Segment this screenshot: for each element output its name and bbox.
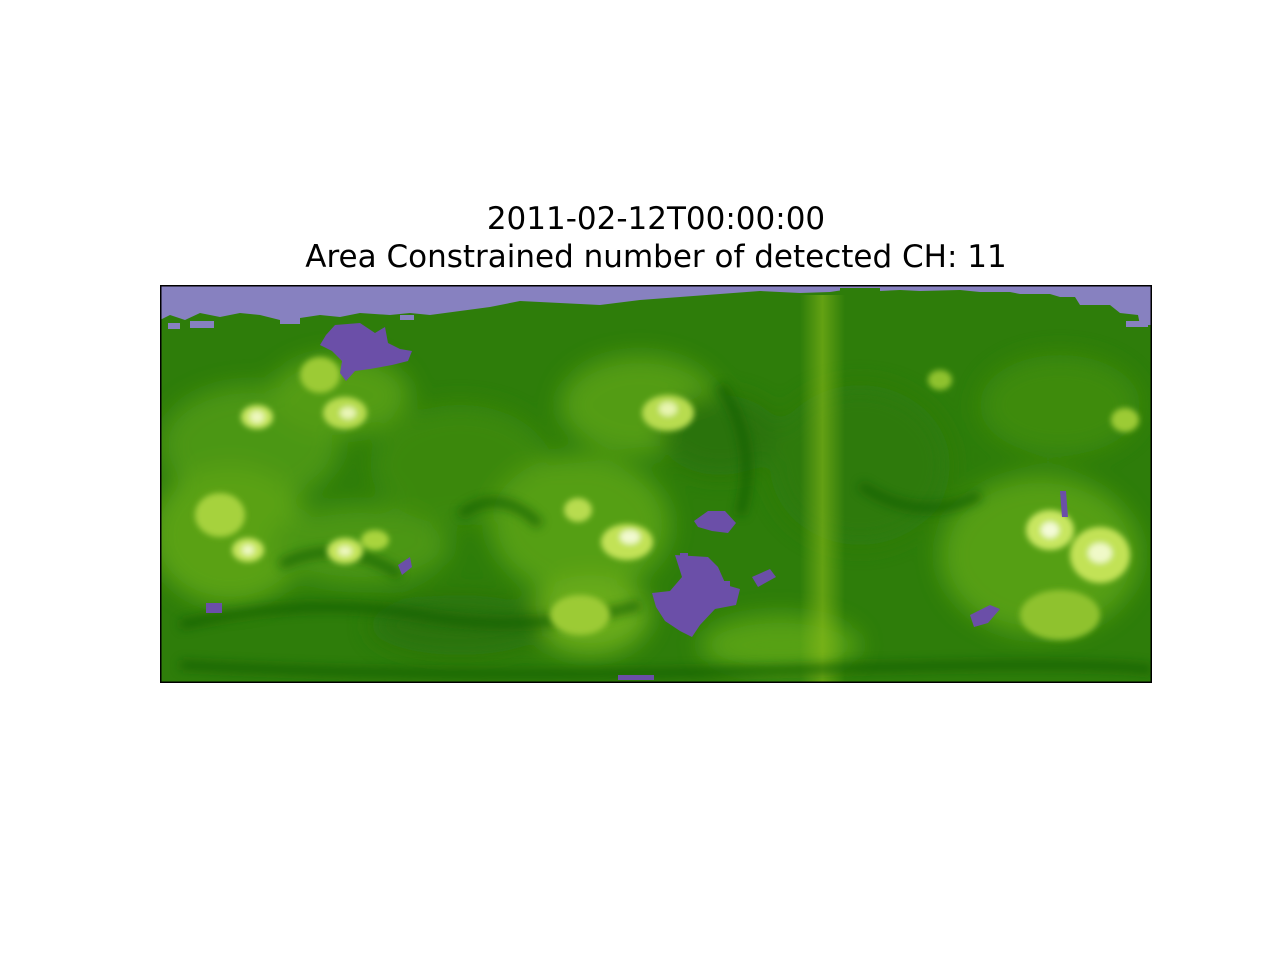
coronal-hole	[320, 323, 412, 381]
bright-active-regions	[195, 357, 1139, 640]
coronal-hole	[970, 605, 1000, 627]
coronal-hole	[694, 511, 736, 533]
coronal-hole	[752, 569, 776, 587]
axes-frame	[160, 285, 1152, 683]
title-subtitle: Area Constrained number of detected CH: …	[305, 239, 1007, 275]
coronal-hole	[720, 581, 730, 589]
coronal-hole	[1060, 491, 1068, 517]
coronal-hole	[618, 675, 654, 680]
coronal-hole	[398, 557, 412, 575]
vertical-streak	[800, 295, 845, 683]
coronal-hole	[206, 603, 222, 613]
figure-title: 2011-02-12T00:00:00 Area Constrained num…	[0, 200, 1280, 276]
polar-coronal-hole	[160, 285, 1152, 325]
polar-hole-fragments	[168, 288, 1148, 329]
title-date: 2011-02-12T00:00:00	[486, 201, 826, 237]
synoptic-map-panel	[160, 285, 1152, 683]
detected-coronal-holes	[206, 323, 1068, 680]
coronal-hole	[680, 553, 688, 559]
synoptic-map	[160, 285, 1152, 683]
coronal-hole	[652, 555, 740, 637]
